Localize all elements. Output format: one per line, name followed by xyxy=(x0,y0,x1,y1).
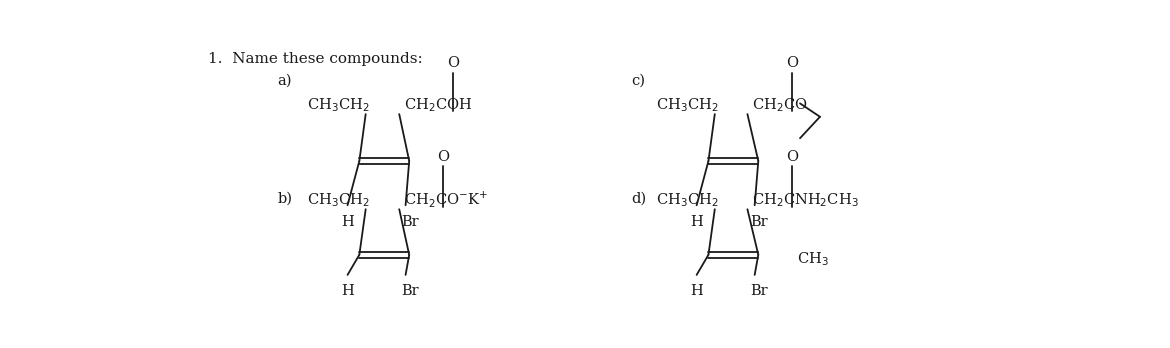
Text: O: O xyxy=(786,56,798,70)
Text: O: O xyxy=(786,150,798,164)
Text: H: H xyxy=(342,284,353,298)
Text: O: O xyxy=(436,150,449,164)
Text: CH$_3$CH$_2$: CH$_3$CH$_2$ xyxy=(307,96,370,114)
Text: CH$_3$CH$_2$: CH$_3$CH$_2$ xyxy=(656,191,718,209)
Text: Br: Br xyxy=(401,284,419,298)
Text: CH$_2$CO$^{-}$K$^{+}$: CH$_2$CO$^{-}$K$^{+}$ xyxy=(404,189,488,209)
Text: d): d) xyxy=(632,192,647,206)
Text: O: O xyxy=(447,56,459,70)
Text: CH$_3$CH$_2$: CH$_3$CH$_2$ xyxy=(656,96,718,114)
Text: b): b) xyxy=(277,192,292,206)
Text: H: H xyxy=(342,215,353,229)
Text: Br: Br xyxy=(750,215,768,229)
Text: CH$_2$COH: CH$_2$COH xyxy=(404,96,472,114)
Text: CH$_2$CO: CH$_2$CO xyxy=(752,96,807,114)
Text: Br: Br xyxy=(750,284,768,298)
Text: Br: Br xyxy=(401,215,419,229)
Text: H: H xyxy=(690,215,703,229)
Text: c): c) xyxy=(632,74,646,88)
Text: H: H xyxy=(690,284,703,298)
Text: a): a) xyxy=(277,74,292,88)
Text: CH$_2$CNH$_2$CH$_3$: CH$_2$CNH$_2$CH$_3$ xyxy=(752,191,859,209)
Text: 1.  Name these compounds:: 1. Name these compounds: xyxy=(208,53,422,66)
Text: CH$_3$CH$_2$: CH$_3$CH$_2$ xyxy=(307,191,370,209)
Text: CH$_3$: CH$_3$ xyxy=(797,251,830,268)
